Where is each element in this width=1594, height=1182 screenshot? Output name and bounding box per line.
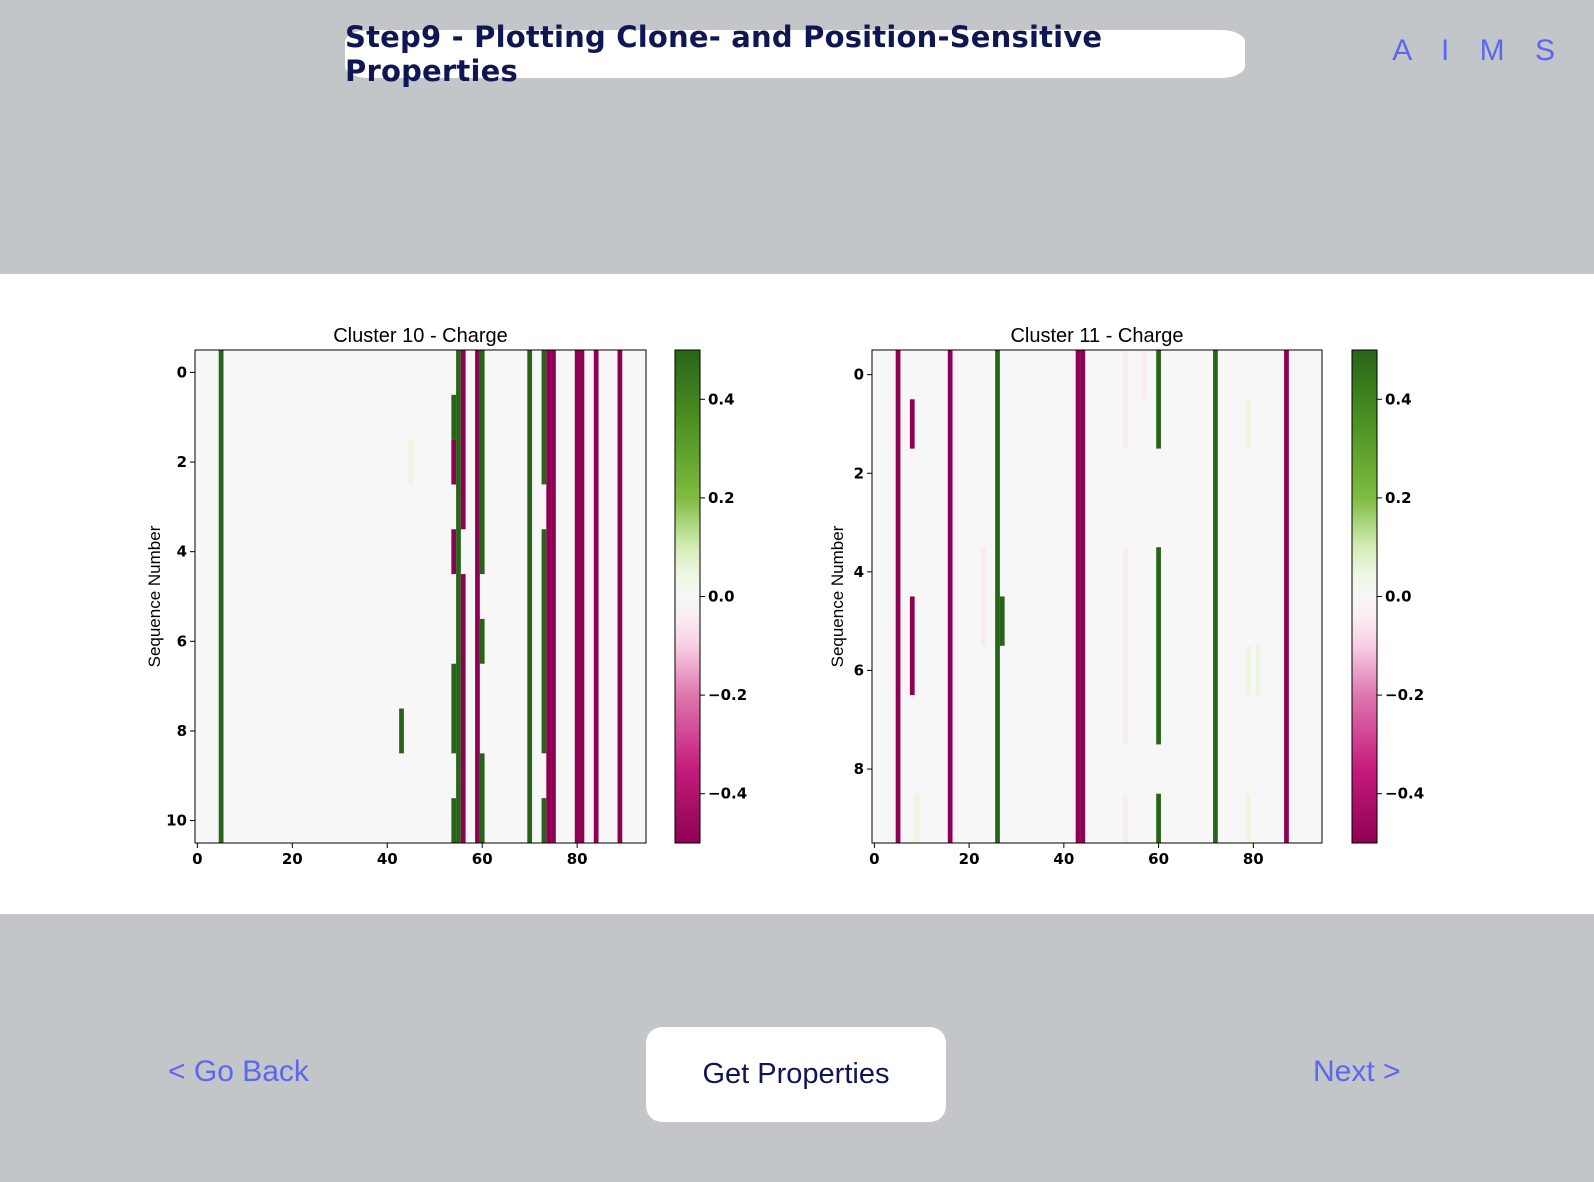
plot-panel: Cluster 10 - Charge 0 20 40 60 80 0 2 4 6 8 10 Seque…	[0, 274, 1594, 914]
y-axis-label: Sequence Number	[145, 525, 164, 667]
heatmap-cell	[541, 798, 547, 843]
heatmap-cell	[541, 529, 547, 754]
heatmap-cell	[451, 439, 457, 485]
colorbar-tick-label: 0.2	[1385, 489, 1412, 507]
heatmap-cell	[1075, 350, 1081, 843]
heatmap-cell	[995, 350, 1000, 843]
heatmap-cell	[546, 350, 552, 843]
axes-frame	[871, 349, 1323, 844]
y-axis-label: Sequence Number	[828, 525, 847, 667]
x-tick-label: 80	[567, 850, 588, 868]
colorbar-tick-label: −0.2	[1385, 686, 1424, 704]
y-tick-label: 2	[854, 464, 864, 482]
colorbar-tick-label: −0.2	[708, 686, 747, 704]
axes-frame	[194, 349, 647, 844]
heatmap-cell	[980, 547, 986, 646]
heatmap-cell	[475, 350, 480, 843]
heatmap-cell	[479, 618, 485, 664]
brand-logo[interactable]: A I M S	[1392, 34, 1566, 67]
heatmap-cell	[456, 350, 461, 843]
heatmap-chart-2: Cluster 11 - Charge 0 20 40 60 80 0 2 4 6 8 Sequenc…	[828, 325, 1424, 868]
heatmap-cell	[451, 394, 457, 440]
heatmap-cell	[1156, 350, 1161, 449]
x-tick-label: 20	[282, 850, 303, 868]
y-tick-label: 2	[177, 453, 187, 471]
heatmap-cell	[579, 350, 585, 843]
heatmap-cell	[460, 574, 466, 843]
y-tick-label: 4	[854, 563, 864, 581]
chart-title: Cluster 11 - Charge	[1010, 325, 1183, 347]
colorbar-tick-label: 0.0	[708, 588, 735, 606]
heatmap-cell	[408, 439, 414, 485]
x-tick-label: 20	[959, 850, 980, 868]
colorbar	[1351, 349, 1378, 844]
y-tick-label: 6	[854, 661, 864, 679]
heatmap-cell	[574, 350, 580, 843]
heatmap-cell	[1213, 350, 1218, 843]
colorbar-tick-label: −0.4	[1385, 785, 1424, 803]
x-tick-label: 40	[377, 850, 398, 868]
go-back-link[interactable]: < Go Back	[168, 1055, 309, 1088]
heatmap-cell	[914, 793, 920, 843]
x-tick-label: 60	[472, 850, 493, 868]
next-link[interactable]: Next >	[1313, 1055, 1401, 1088]
colorbar	[674, 349, 701, 844]
heatmap-cell	[479, 350, 485, 575]
heatmap-cell	[460, 350, 466, 530]
colorbar-tick-label: 0.2	[708, 489, 735, 507]
colorbar-tick-label: −0.4	[708, 785, 747, 803]
x-tick-label: 60	[1148, 850, 1169, 868]
heatmap-cell	[541, 350, 547, 485]
heatmap-cell	[1246, 793, 1251, 843]
y-tick-label: 8	[177, 722, 187, 740]
heatmap-chart-1: Cluster 10 - Charge 0 20 40 60 80 0 2 4 6 8 10 Seque…	[145, 325, 747, 868]
heatmap-cell	[1255, 645, 1261, 696]
heatmap-cell	[1080, 350, 1086, 843]
heatmap-cell	[999, 596, 1005, 646]
y-tick-label: 0	[854, 366, 864, 384]
heatmap-cell	[1123, 547, 1128, 745]
heatmap-cell	[1156, 793, 1161, 843]
colorbar-tick-label: 0.4	[708, 390, 735, 408]
heatmap-cell	[1142, 350, 1147, 400]
heatmap-cell	[527, 350, 533, 843]
heatmap-cell	[1123, 350, 1128, 449]
y-tick-label: 0	[177, 363, 187, 381]
heatmap-cell	[218, 350, 224, 843]
x-tick-label: 80	[1243, 850, 1264, 868]
heatmap-background	[872, 350, 1322, 843]
heatmap-background	[195, 350, 646, 843]
heatmap-cell	[1246, 645, 1251, 696]
heatmap-cell	[451, 529, 457, 575]
heatmap-cell	[451, 798, 457, 843]
get-properties-button[interactable]: Get Properties	[646, 1027, 946, 1122]
x-tick-label: 0	[192, 850, 202, 868]
x-tick-label: 0	[869, 850, 879, 868]
heatmap-cell	[1246, 399, 1251, 449]
colorbar-tick-label: 0.4	[1385, 390, 1412, 408]
heatmap-cell	[399, 708, 404, 754]
heatmap-cell	[617, 350, 623, 843]
heatmap-cell	[1123, 793, 1128, 843]
heatmap-cell	[947, 350, 953, 843]
x-tick-label: 40	[1053, 850, 1074, 868]
y-tick-label: 6	[177, 632, 187, 650]
heatmap-cell	[909, 596, 915, 696]
heatmap-cell	[1284, 350, 1289, 843]
colorbar-tick-label: 0.0	[1385, 588, 1412, 606]
y-tick-label: 10	[166, 812, 187, 830]
heatmap-cell	[451, 663, 457, 754]
heatmap-cell	[909, 399, 915, 449]
chart-title: Cluster 10 - Charge	[333, 325, 508, 347]
heatmap-cell	[1156, 547, 1161, 745]
page-title: Step9 - Plotting Clone- and Position-Sen…	[345, 20, 1103, 88]
heatmap-cell	[593, 350, 599, 843]
heatmap-cell	[551, 350, 556, 843]
page-title-container: Step9 - Plotting Clone- and Position-Sen…	[345, 20, 1245, 88]
y-tick-label: 4	[177, 543, 187, 561]
heatmap-cell	[479, 753, 485, 843]
heatmap-cell	[895, 350, 901, 843]
y-tick-label: 8	[854, 760, 864, 778]
